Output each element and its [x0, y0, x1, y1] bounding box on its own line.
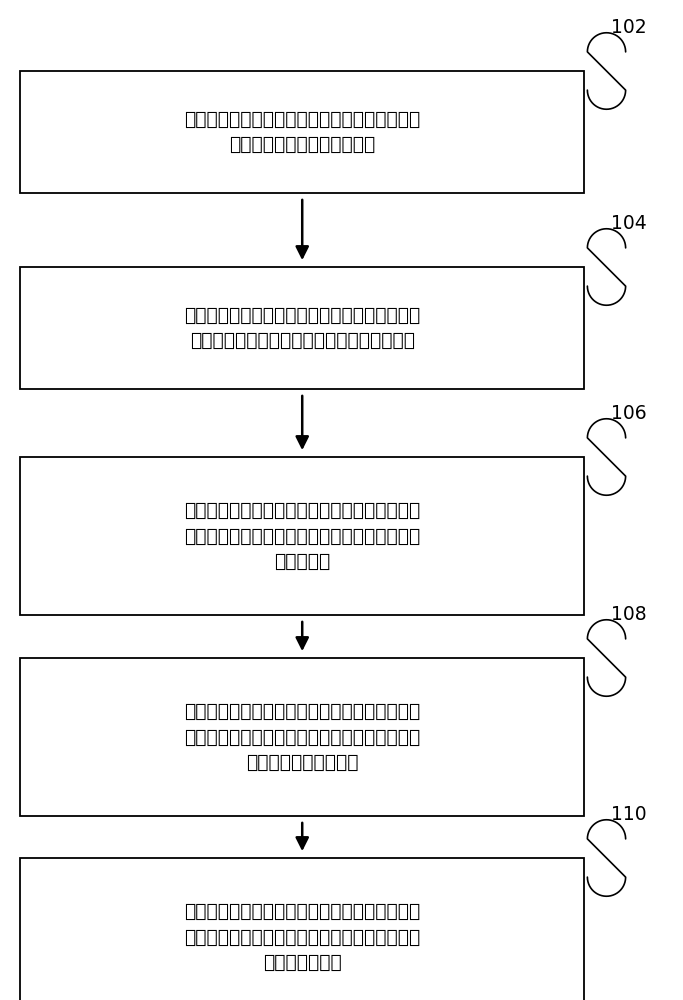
Bar: [20, 71, 584, 193]
Text: 获取管道空间坐标、管道设计模型以及管道改造
施工空间的初始施工空间图像: 获取管道空间坐标、管道设计模型以及管道改造 施工空间的初始施工空间图像: [184, 110, 420, 154]
Text: 当施工状态信息为施工完成时，获取施工完成图
像，通过比对管道设计模型和施工完成图像，得
到竣工评估结果: 当施工状态信息为施工完成时，获取施工完成图 像，通过比对管道设计模型和施工完成图…: [184, 902, 420, 972]
Bar: [20, 858, 584, 1000]
Text: 110: 110: [611, 805, 647, 824]
Text: 根据管道空间坐标，将管道设计模型叠加至初始
施工空间图像，得到初始虚拟与现实叠加图像: 根据管道空间坐标，将管道设计模型叠加至初始 施工空间图像，得到初始虚拟与现实叠加…: [184, 306, 420, 350]
Text: 106: 106: [611, 404, 647, 423]
Text: 当施工状态信息为施工中时，获取实时施工空间
图像，通过比对管道设计模型和实时施工空间图
像，得到施工评估结果: 当施工状态信息为施工中时，获取实时施工空间 图像，通过比对管道设计模型和实时施工…: [184, 702, 420, 772]
Text: 102: 102: [611, 18, 647, 37]
Bar: [20, 267, 584, 389]
Text: 104: 104: [611, 214, 647, 233]
Text: 当根据初始虚拟与现实叠加图像确定不存在施工
干涉时，实时获取与管道改造施工空间对应的施
工状态信息: 当根据初始虚拟与现实叠加图像确定不存在施工 干涉时，实时获取与管道改造施工空间对…: [184, 501, 420, 571]
Bar: [20, 457, 584, 615]
Bar: [20, 658, 584, 816]
Text: 108: 108: [611, 605, 647, 624]
